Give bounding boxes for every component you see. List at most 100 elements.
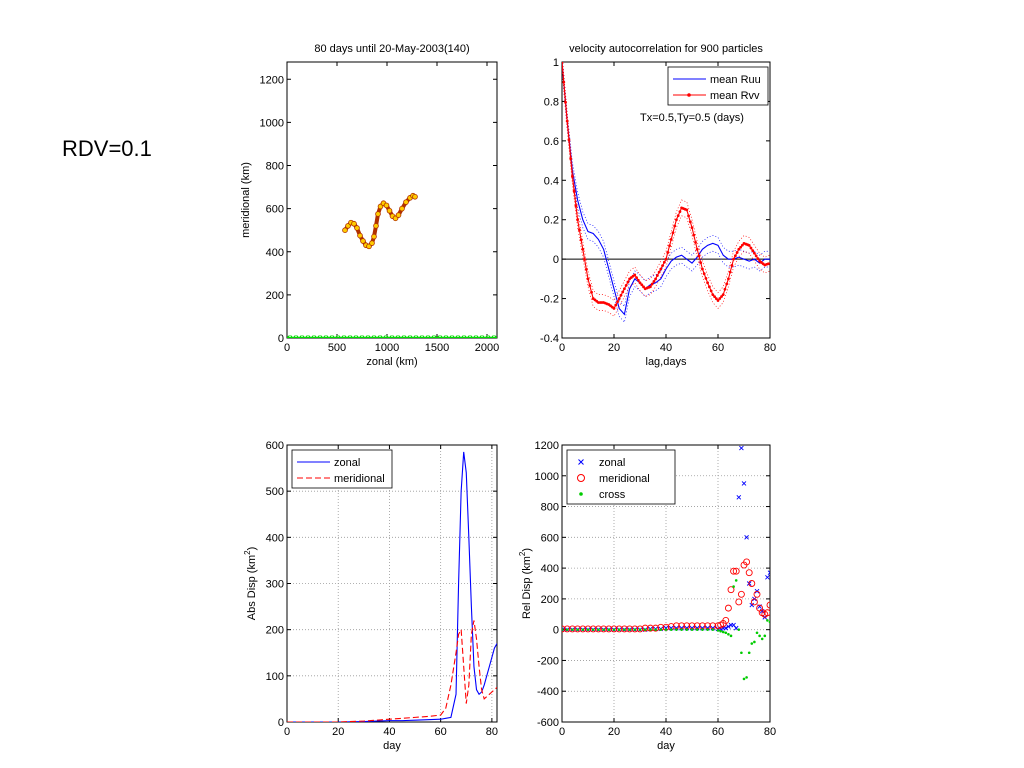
meridional-point — [743, 558, 751, 566]
series-point-1 — [732, 257, 735, 261]
cross-point — [638, 628, 642, 631]
trajectory-point — [369, 240, 375, 246]
series-point-1 — [673, 224, 677, 228]
cross-point — [581, 628, 585, 631]
baseline-marker — [380, 335, 386, 338]
series-point-1 — [567, 138, 571, 142]
series-point-1 — [685, 208, 689, 212]
chart-4: 0 20 40 60 80 -600 -400 -200 0 200 400 600 800 1000 12… — [518, 440, 776, 752]
y-tick-label: 0.4 — [544, 175, 559, 187]
series-point-1 — [650, 282, 654, 286]
envelope-upper-0 — [562, 62, 770, 308]
baseline-marker — [488, 335, 494, 338]
series-point-1 — [655, 274, 659, 277]
rdv-label: RDV=0.1 — [62, 136, 152, 161]
meridional-point — [620, 625, 628, 633]
baseline-marker — [320, 335, 326, 338]
x-tick-label: 500 — [328, 342, 346, 354]
baseline-marker — [440, 335, 446, 338]
y-tick-label: 600 — [266, 440, 284, 452]
meridional-point — [737, 590, 745, 598]
series-point-1 — [730, 264, 734, 267]
x-tick-label: 1500 — [425, 342, 449, 354]
zonal-point — [674, 625, 679, 631]
legend: zonal meridional — [291, 449, 393, 489]
series-point-1 — [642, 285, 645, 289]
zonal-point — [705, 625, 710, 631]
chart-title: velocity autocorrelation for 900 particl… — [569, 43, 763, 55]
legend-label: zonal — [599, 457, 625, 469]
series-point-1 — [569, 157, 573, 161]
chart-1: 0 500 1000 1500 2000 0 200 400 600 800 1000 1200 80 … — [240, 43, 499, 368]
baseline-marker — [296, 335, 302, 338]
baseline-marker — [458, 335, 464, 338]
cross-point — [562, 628, 564, 631]
trajectory-point — [395, 212, 402, 218]
cross-point — [565, 628, 569, 631]
series-point-1 — [747, 243, 751, 247]
y-tick-label: 0 — [278, 333, 284, 345]
cross-point — [617, 628, 621, 631]
meridional-point — [615, 625, 623, 633]
x-tick-label: 0 — [284, 726, 290, 738]
meridional-point — [584, 625, 592, 633]
cross-point — [711, 628, 715, 631]
series-point-1 — [671, 231, 675, 235]
chart-title: 80 days until 20-May-2003(140) — [314, 43, 469, 55]
y-tick-label: 1000 — [260, 117, 284, 129]
trajectory-point — [403, 199, 409, 205]
x-axis-label: day — [657, 740, 675, 752]
series-point-1 — [725, 282, 729, 286]
meridional-point — [626, 625, 634, 633]
meridional-point — [562, 625, 566, 633]
meridional-point — [563, 625, 571, 633]
x-tick-label: 0 — [559, 726, 565, 738]
y-tick-label: -200 — [537, 655, 559, 667]
zonal-point — [739, 445, 744, 451]
zonal-point — [694, 625, 700, 631]
y-axis-label: Rel Disp (km2) — [518, 548, 533, 619]
cross-point — [643, 628, 647, 631]
series-point-1 — [723, 287, 727, 291]
x-axis-label: zonal (km) — [366, 356, 417, 368]
zonal-point — [723, 625, 729, 631]
baseline-marker — [428, 335, 434, 338]
series-point-1 — [614, 303, 618, 307]
x-tick-label: 20 — [332, 726, 344, 738]
series-point-1 — [697, 254, 701, 258]
cross-point — [690, 628, 694, 631]
trajectory-point — [351, 220, 357, 227]
chart-3: 0 20 40 60 80 0 100 200 300 400 500 600 day Abs Disp … — [243, 440, 498, 752]
x-tick-label: 80 — [486, 726, 498, 738]
zonal-point — [749, 602, 755, 608]
y-tick-label: 0.8 — [544, 96, 559, 108]
y-tick-label: -0.2 — [540, 294, 559, 306]
series-point-1 — [590, 290, 593, 294]
cross-point — [721, 630, 725, 634]
meridional-point — [574, 625, 582, 633]
meridional-point — [722, 616, 730, 624]
x-tick-label: 60 — [712, 342, 724, 354]
y-tick-label: 300 — [266, 579, 284, 591]
series-point-1 — [583, 257, 586, 261]
meridional-point — [745, 569, 753, 577]
cross-point — [623, 628, 626, 631]
series-point-1 — [711, 293, 715, 297]
series-point-1 — [753, 251, 756, 255]
x-tick-label: 60 — [712, 726, 724, 738]
trajectory-point — [360, 238, 366, 244]
series-point-1 — [584, 267, 588, 271]
baseline-marker — [374, 335, 380, 338]
legend-label: meridional — [599, 473, 650, 485]
envelope-upper-1 — [562, 62, 770, 302]
meridional-point — [652, 624, 660, 632]
series-point-1 — [662, 260, 666, 264]
zonal-point — [726, 624, 731, 629]
baseline-marker — [482, 335, 488, 338]
cross-point — [680, 628, 683, 631]
cross-point — [753, 640, 756, 644]
cross-point — [664, 628, 668, 631]
zonal-point — [710, 625, 716, 631]
y-tick-label: 0 — [278, 717, 284, 729]
